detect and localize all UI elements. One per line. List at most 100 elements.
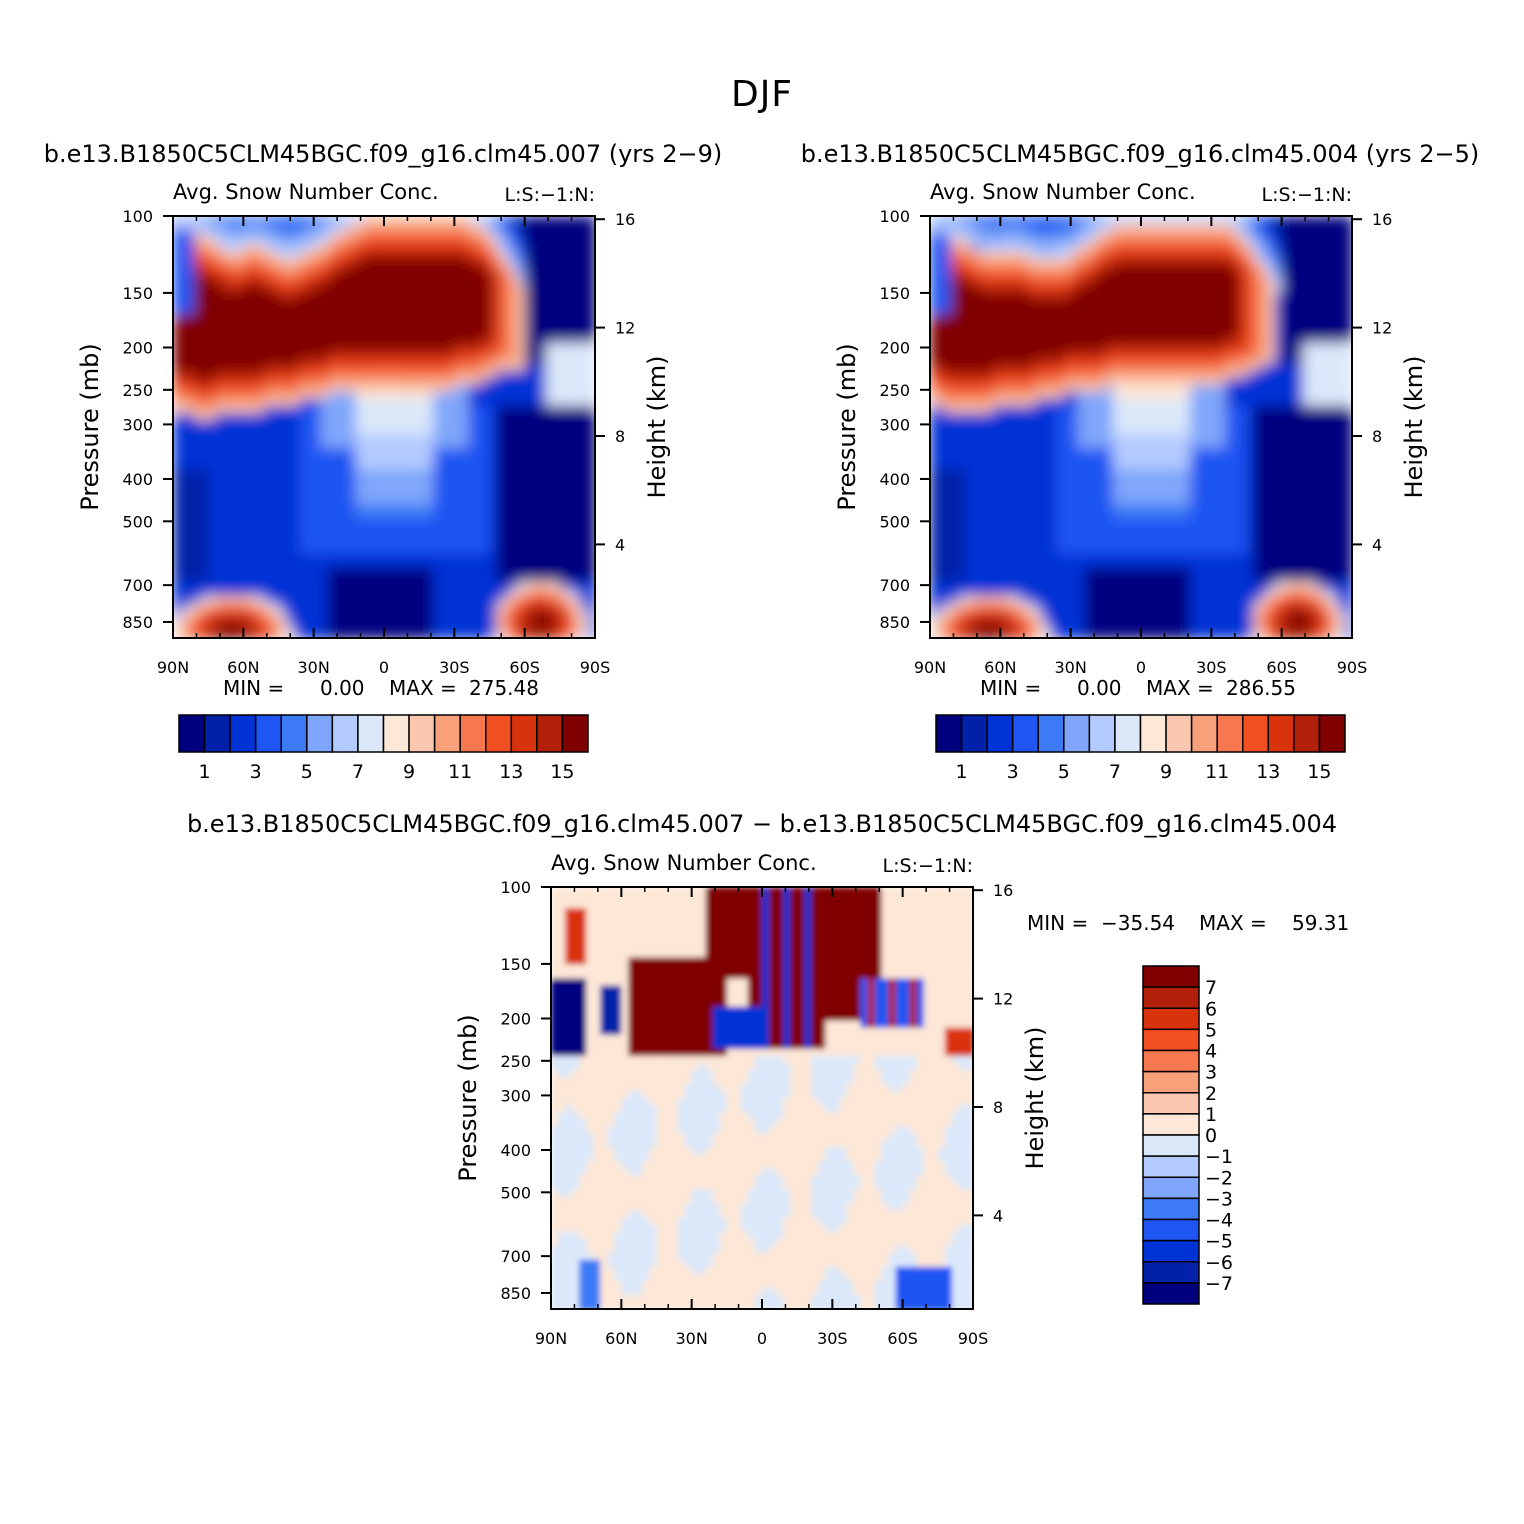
y-tick-label: 700 <box>122 576 153 595</box>
heatmap-cell <box>944 223 953 232</box>
heatmap-cell <box>208 532 217 541</box>
heatmap-cell <box>306 490 315 499</box>
heatmap-cell <box>433 349 442 358</box>
heatmap-cell <box>355 356 365 365</box>
heatmap-cell <box>930 497 939 506</box>
heatmap-cell <box>1035 328 1044 337</box>
heatmap-cell <box>173 462 182 471</box>
heatmap-cell <box>334 419 343 429</box>
heatmap-cell <box>503 511 512 520</box>
heatmap-cell <box>306 434 315 443</box>
heatmap-cell <box>573 434 583 443</box>
heatmap-cell <box>215 574 224 583</box>
heatmap-cell <box>384 504 393 513</box>
heatmap-cell <box>426 419 435 429</box>
heatmap-cell <box>1014 321 1023 330</box>
heatmap-cell <box>285 251 294 260</box>
heatmap-cell <box>362 321 372 330</box>
heatmap-cell <box>930 630 939 638</box>
heatmap-cell <box>264 216 273 225</box>
heatmap-cell <box>447 356 456 365</box>
heatmap-cell <box>1070 321 1079 330</box>
heatmap-cell <box>951 265 960 274</box>
heatmap-cell <box>468 455 477 464</box>
heatmap-cell <box>243 216 252 225</box>
heatmap-cell <box>993 588 1002 597</box>
heatmap-cell <box>201 497 210 506</box>
heatmap-cell <box>972 335 981 344</box>
heatmap-cell <box>489 518 498 527</box>
heatmap-cell <box>489 412 498 422</box>
heatmap-cell <box>1042 497 1051 506</box>
heatmap-cell <box>222 497 231 506</box>
heatmap-cell <box>538 223 547 232</box>
heatmap-cell <box>384 321 393 330</box>
heatmap-cell <box>937 469 946 478</box>
heatmap-cell <box>384 609 393 619</box>
heatmap-cell <box>468 441 477 450</box>
heatmap-cell <box>362 391 372 401</box>
heatmap-cell <box>559 560 569 569</box>
heatmap-cell <box>320 286 329 295</box>
heatmap-cell <box>187 560 196 569</box>
heatmap-cell <box>187 328 196 337</box>
heatmap-cell <box>419 349 428 358</box>
heatmap-cell <box>433 504 442 513</box>
heatmap-cell <box>391 237 400 246</box>
heatmap-cell <box>173 258 182 267</box>
heatmap-cell <box>306 539 315 548</box>
heatmap-cell <box>1021 616 1030 626</box>
heatmap-cell <box>1000 412 1009 422</box>
heatmap-cell <box>426 560 435 569</box>
heatmap-cell <box>986 363 995 372</box>
heatmap-cell <box>222 342 231 351</box>
heatmap-cell <box>250 630 259 638</box>
heatmap-cell <box>965 384 974 394</box>
heatmap-cell <box>215 546 224 555</box>
heatmap-cell <box>930 455 939 464</box>
heatmap-cell <box>580 546 590 555</box>
heatmap-cell <box>538 581 547 590</box>
heatmap-cell <box>1049 321 1058 330</box>
heatmap-cell <box>292 398 301 408</box>
heatmap-cell <box>930 525 939 534</box>
heatmap-cell <box>517 328 526 337</box>
heatmap-cell <box>250 490 259 499</box>
heatmap-cell <box>1014 398 1023 408</box>
heatmap-cell <box>979 349 988 358</box>
heatmap-cell <box>313 602 322 612</box>
heatmap-cell <box>341 314 351 323</box>
heatmap-cell <box>173 328 182 337</box>
heatmap-cell <box>264 356 273 365</box>
heatmap-cell <box>951 574 960 583</box>
heatmap-cell <box>208 469 217 478</box>
heatmap-cell <box>524 335 533 344</box>
heatmap-cell <box>229 532 238 541</box>
heatmap-cell <box>517 455 526 464</box>
heatmap-cell <box>426 244 435 253</box>
heatmap-cell <box>419 623 428 633</box>
heatmap-cell <box>257 349 266 358</box>
heatmap-cell <box>566 300 576 309</box>
heatmap-cell <box>482 434 491 443</box>
heatmap-cell <box>250 216 259 225</box>
heatmap-cell <box>937 223 946 232</box>
heatmap-cell <box>1042 370 1051 379</box>
heatmap-cell <box>320 272 329 281</box>
heatmap-cell <box>1056 609 1065 619</box>
heatmap-cell <box>1021 398 1030 408</box>
heatmap-cell <box>937 265 946 274</box>
heatmap-cell <box>180 363 189 372</box>
heatmap-cell <box>201 391 210 401</box>
heatmap-cell <box>1007 363 1016 372</box>
heatmap-cell <box>566 293 576 302</box>
heatmap-cell <box>475 300 484 309</box>
heatmap-cell <box>264 574 273 583</box>
heatmap-cell <box>503 483 512 492</box>
heatmap-cell <box>538 441 547 450</box>
heatmap-cell <box>391 581 400 590</box>
heatmap-cell <box>552 384 562 394</box>
heatmap-cell <box>433 223 442 232</box>
heatmap-cell <box>398 251 407 260</box>
heatmap-cell <box>362 623 372 633</box>
